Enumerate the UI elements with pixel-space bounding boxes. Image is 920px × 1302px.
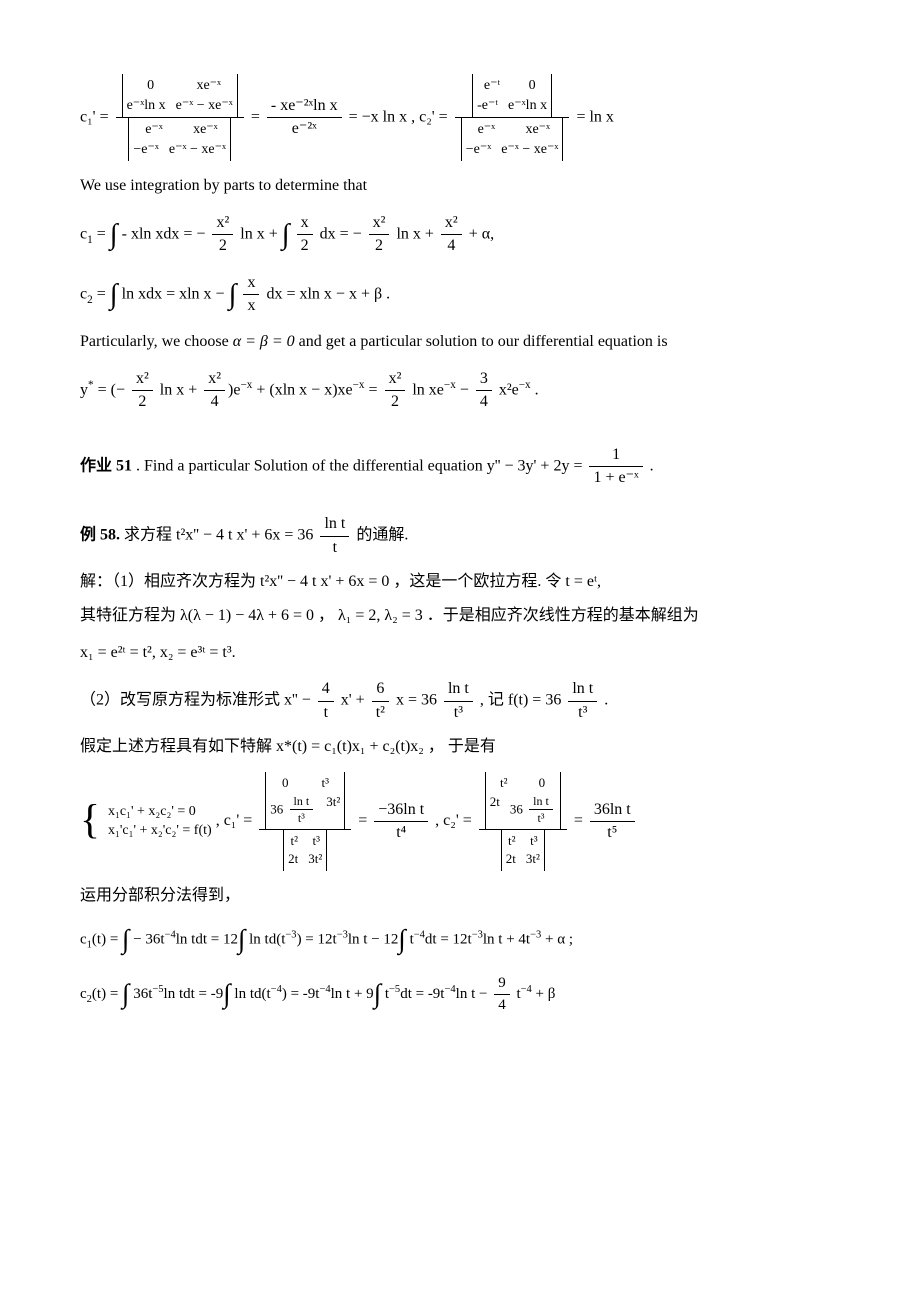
example-58-question: 例 58. 求方程 t²x'' − 4 t x' + 6x = 36 ln t … <box>80 513 840 559</box>
equation-c2t: c2(t) = ∫ 36t−5ln tdt = -9∫ ln td(t−4) =… <box>80 973 840 1016</box>
para-particular-choice: Particularly, we choose α = β = 0 and ge… <box>80 331 840 353</box>
system-and-cramers: { x₁c₁' + x₂c₂' = 0 x₁'c₁' + x₂'c₂' = f(… <box>80 772 840 870</box>
solution-eigen: 其特征方程为 λ(λ − 1) − 4λ + 6 = 0 ， λ₁ = 2, λ… <box>80 605 840 627</box>
homework-51: 作业 51 . Find a particular Solution of th… <box>80 444 840 490</box>
solution-basis: x₁ = e²ᵗ = t², x₂ = e³ᵗ = t³. <box>80 642 840 664</box>
c1-lhs: c₁' = <box>80 108 113 125</box>
solution-assume: 假定上述方程具有如下特解 x*(t) = c₁(t)x₁ + c₂(t)x₂ ，… <box>80 736 840 758</box>
para-integration-by-parts: We use integration by parts to determine… <box>80 175 840 197</box>
equation-c1t: c1(t) = ∫ − 36t−4ln tdt = 12∫ ln td(t−3)… <box>80 921 840 959</box>
equation-c1: c1 = ∫ - xln xdx = − x²2 ln x + ∫ x2 dx … <box>80 212 840 258</box>
solution-step-1: 解：（1）相应齐次方程为 t²x'' − 4 t x' + 6x = 0 ，这是… <box>80 571 840 593</box>
equation-ystar: y* = (− x²2 ln x + x²4)e−x + (xln x − x)… <box>80 368 840 414</box>
equation-c1-c2-prime: c₁' = 0xe⁻ˣ e⁻ˣln xe⁻ˣ − xe⁻ˣ e⁻ˣxe⁻ˣ −e… <box>80 74 840 161</box>
solution-step-2: （2）改写原方程为标准形式 x'' − 4t x' + 6t² x = 36 l… <box>80 678 840 724</box>
equation-c2: c2 = ∫ ln xdx = xln x − ∫ xx dx = xln x … <box>80 272 840 318</box>
solution-ibp-note: 运用分部积分法得到， <box>80 885 840 907</box>
